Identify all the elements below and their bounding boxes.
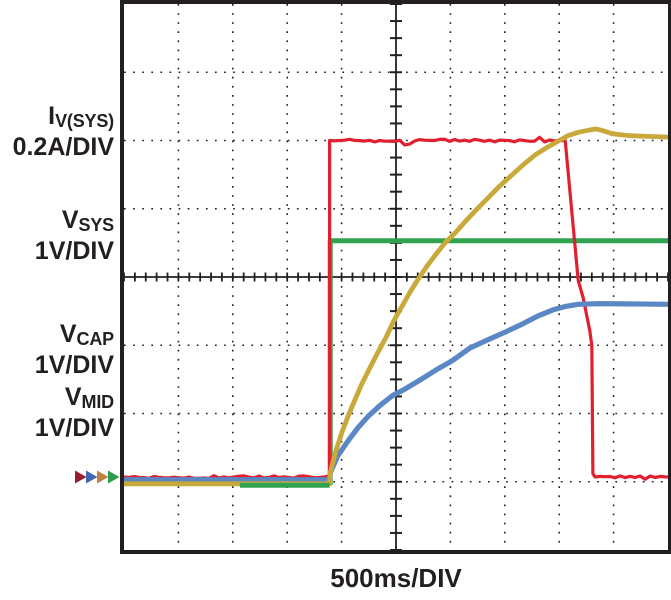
channel-scale-vcap: 1V/DIV: [34, 351, 114, 379]
channel-scale-vsys: 1V/DIV: [34, 237, 114, 265]
channel-label-vmid: VMID 1V/DIV: [0, 383, 114, 443]
channel-scale-ivsys: 0.2A/DIV: [12, 133, 114, 161]
timebase-label: 500ms/DIV: [330, 563, 462, 593]
channel-label-ivsys: IV(SYS) 0.2A/DIV: [0, 102, 115, 162]
channel-label-vcap: VCAP 1V/DIV: [0, 320, 114, 380]
channel-name-vcap: VCAP: [59, 320, 114, 350]
ground-marker-v_cap: [97, 470, 109, 484]
plot-border: [120, 0, 671, 554]
channel-name-ivsys: IV(SYS): [48, 102, 114, 132]
trace-v_cap: [124, 126, 669, 487]
channel-name-vmid: VMID: [64, 383, 114, 413]
channel-label-vsys: VSYS 1V/DIV: [0, 206, 114, 266]
ground-marker-v_mid: [86, 470, 98, 484]
channel-name-vsys: VSYS: [61, 206, 114, 236]
trace-v_mid: [124, 301, 669, 483]
ground-marker-i_vsys: [75, 470, 87, 484]
channel-scale-vmid: 1V/DIV: [34, 414, 114, 442]
ground-marker-v_sys: [108, 470, 120, 484]
